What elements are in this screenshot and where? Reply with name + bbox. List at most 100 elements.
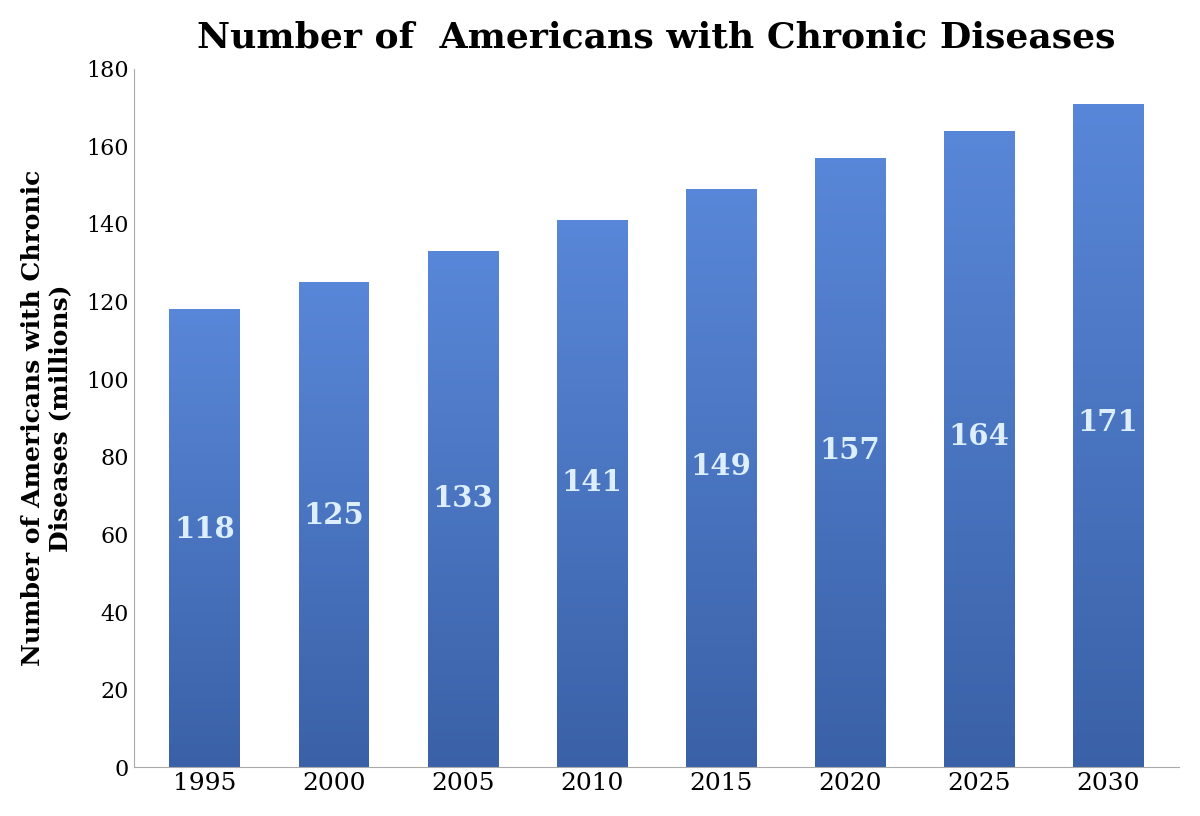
- Bar: [685, 246, 756, 253]
- Bar: [299, 617, 370, 622]
- Bar: [943, 360, 1015, 366]
- Bar: [169, 401, 240, 406]
- Bar: [427, 752, 498, 757]
- Bar: [1073, 415, 1144, 422]
- Bar: [1073, 621, 1144, 628]
- Bar: [557, 554, 628, 559]
- Bar: [557, 455, 628, 461]
- Bar: [299, 467, 370, 472]
- Bar: [815, 487, 886, 493]
- Bar: [299, 306, 370, 311]
- Bar: [169, 406, 240, 410]
- Bar: [1073, 635, 1144, 641]
- Bar: [815, 475, 886, 481]
- Bar: [1073, 754, 1144, 761]
- Bar: [299, 287, 370, 292]
- Bar: [685, 750, 756, 756]
- Bar: [943, 417, 1015, 424]
- Bar: [943, 366, 1015, 373]
- Bar: [427, 411, 498, 416]
- Bar: [299, 418, 370, 423]
- Y-axis label: Number of Americans with Chronic
Diseases (millions): Number of Americans with Chronic Disease…: [20, 170, 73, 666]
- Bar: [1073, 229, 1144, 237]
- Bar: [557, 680, 628, 685]
- Bar: [299, 321, 370, 326]
- Bar: [169, 593, 240, 598]
- Bar: [169, 392, 240, 397]
- Bar: [1073, 667, 1144, 674]
- Bar: [815, 651, 886, 658]
- Bar: [169, 465, 240, 469]
- Bar: [427, 421, 498, 427]
- Bar: [169, 621, 240, 625]
- Bar: [943, 296, 1015, 303]
- Bar: [943, 137, 1015, 144]
- Bar: [815, 719, 886, 725]
- Bar: [299, 661, 370, 665]
- Bar: [557, 357, 628, 362]
- Bar: [685, 553, 756, 559]
- Bar: [169, 698, 240, 703]
- Bar: [299, 743, 370, 748]
- Bar: [1073, 150, 1144, 157]
- Bar: [943, 188, 1015, 194]
- Bar: [299, 651, 370, 656]
- Bar: [299, 408, 370, 413]
- Bar: [427, 566, 498, 571]
- Bar: [427, 561, 498, 566]
- Bar: [685, 501, 756, 507]
- Bar: [169, 309, 240, 314]
- Bar: [815, 725, 886, 731]
- Bar: [685, 744, 756, 750]
- Bar: [943, 755, 1015, 761]
- Bar: [557, 488, 628, 494]
- Bar: [685, 756, 756, 761]
- Bar: [299, 559, 370, 564]
- Bar: [815, 530, 886, 536]
- Bar: [557, 647, 628, 652]
- Bar: [943, 716, 1015, 723]
- Bar: [943, 583, 1015, 589]
- Bar: [685, 507, 756, 512]
- Bar: [943, 303, 1015, 309]
- Text: 133: 133: [433, 485, 493, 513]
- Bar: [557, 220, 628, 225]
- Bar: [943, 640, 1015, 646]
- Bar: [685, 634, 756, 640]
- Bar: [557, 762, 628, 767]
- Bar: [557, 483, 628, 488]
- Bar: [815, 463, 886, 468]
- Bar: [557, 521, 628, 526]
- Bar: [557, 308, 628, 313]
- Bar: [299, 384, 370, 389]
- Bar: [815, 426, 886, 432]
- Bar: [427, 256, 498, 261]
- Text: 171: 171: [1078, 408, 1139, 437]
- Bar: [1073, 263, 1144, 269]
- Bar: [299, 704, 370, 709]
- Bar: [299, 607, 370, 612]
- Bar: [815, 255, 886, 262]
- Bar: [169, 355, 240, 360]
- Bar: [557, 384, 628, 390]
- Bar: [1073, 157, 1144, 163]
- Bar: [685, 570, 756, 576]
- Bar: [685, 703, 756, 709]
- Bar: [943, 144, 1015, 150]
- Bar: [1073, 343, 1144, 349]
- Bar: [427, 711, 498, 716]
- Bar: [1073, 588, 1144, 595]
- Bar: [427, 705, 498, 711]
- Bar: [1073, 747, 1144, 754]
- Bar: [815, 206, 886, 213]
- Bar: [815, 694, 886, 700]
- Bar: [299, 665, 370, 670]
- Bar: [685, 426, 756, 432]
- Bar: [1073, 542, 1144, 548]
- Bar: [557, 663, 628, 669]
- Bar: [299, 719, 370, 724]
- Bar: [685, 189, 756, 195]
- Bar: [1073, 349, 1144, 356]
- Bar: [169, 667, 240, 671]
- Bar: [427, 308, 498, 313]
